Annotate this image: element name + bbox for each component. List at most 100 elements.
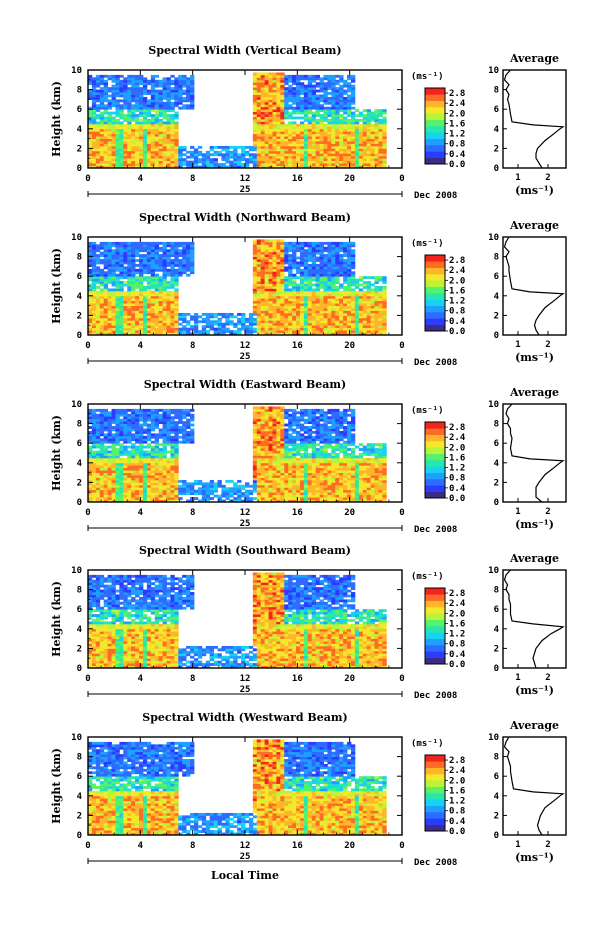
heatmap-cell	[115, 84, 120, 88]
heatmap-cell	[107, 281, 112, 284]
heatmap-cell	[343, 79, 348, 83]
heatmap-cell	[292, 325, 297, 329]
heatmap-cell	[347, 74, 352, 78]
heatmap-cell	[339, 143, 344, 147]
heatmap-cell	[139, 244, 144, 248]
heatmap-cell	[268, 116, 273, 120]
heatmap-cell	[260, 251, 266, 255]
heatmap-cell	[315, 303, 320, 306]
heatmap-cell	[182, 332, 187, 336]
heatmap-cell	[127, 479, 132, 483]
heatmap-cell	[299, 126, 305, 130]
heatmap-cell	[280, 153, 285, 157]
heatmap-cell	[347, 305, 352, 309]
heatmap-cell	[272, 283, 277, 287]
y-tick-label: 8	[77, 86, 82, 96]
heatmap-cell	[284, 155, 289, 159]
heatmap-cell	[115, 418, 120, 422]
heatmap-cell	[158, 114, 163, 117]
heatmap-cell	[107, 430, 112, 434]
heatmap-cell	[327, 111, 332, 115]
heatmap-cell	[162, 317, 167, 321]
heatmap-cell	[299, 320, 305, 324]
heatmap-cell	[276, 128, 281, 132]
heatmap-cell	[213, 160, 218, 164]
heatmap-cell	[311, 123, 317, 127]
heatmap-cell	[307, 303, 313, 306]
heatmap-cell	[347, 94, 352, 98]
heatmap-cell	[135, 106, 140, 110]
heatmap-cell	[252, 254, 258, 257]
heatmap-cell	[123, 300, 128, 304]
heatmap-cell	[123, 165, 128, 169]
heatmap-cell	[280, 141, 285, 144]
heatmap-cell	[260, 143, 266, 147]
heatmap-cell	[162, 244, 167, 248]
heatmap-cell	[264, 268, 269, 272]
heatmap-cell	[197, 332, 203, 336]
heatmap-cell	[319, 126, 324, 130]
heatmap-cell	[299, 74, 305, 78]
heatmap-cell	[362, 305, 368, 309]
heatmap-cell	[307, 128, 313, 132]
heatmap-cell	[95, 153, 101, 157]
heatmap-cell	[150, 92, 156, 95]
heatmap-cell	[107, 123, 112, 127]
heatmap-cell	[166, 281, 171, 284]
heatmap-cell	[154, 136, 160, 139]
heatmap-cell	[99, 477, 105, 481]
heatmap-cell	[99, 308, 105, 311]
heatmap-cell	[115, 246, 120, 250]
heatmap-cell	[315, 286, 320, 289]
heatmap-cell	[174, 121, 179, 125]
heatmap-cell	[166, 92, 171, 95]
heatmap-cell	[115, 158, 120, 162]
heatmap-cell	[107, 435, 112, 439]
heatmap-cell	[362, 320, 368, 324]
heatmap-cell	[347, 256, 352, 260]
heatmap-cell	[91, 325, 97, 329]
heatmap-cell	[327, 271, 332, 275]
heatmap-cell	[319, 84, 324, 88]
heatmap-cell	[103, 256, 109, 260]
heatmap-cell	[256, 268, 262, 272]
heatmap-cell	[311, 244, 317, 248]
heatmap-cell	[252, 141, 258, 144]
heatmap-cell	[315, 74, 320, 78]
heatmap-cell	[88, 327, 93, 331]
heatmap-cell	[276, 111, 281, 115]
heatmap-cell	[95, 94, 101, 98]
heatmap-cell	[331, 305, 336, 309]
heatmap-cell	[88, 259, 93, 262]
heatmap-cell	[339, 263, 344, 267]
heatmap-cell	[296, 261, 301, 265]
heatmap-cell	[142, 136, 148, 139]
heatmap-cell	[127, 246, 132, 250]
heatmap-cell	[170, 150, 175, 154]
heatmap-cell	[272, 239, 277, 243]
heatmap-cell	[323, 119, 328, 122]
heatmap-cell	[162, 251, 167, 255]
heatmap-cell	[139, 263, 144, 267]
heatmap-cell	[170, 325, 175, 329]
heatmap-cell	[174, 327, 179, 331]
heatmap-cell	[131, 315, 136, 319]
heatmap-cell	[91, 300, 97, 304]
heatmap-cell	[107, 315, 112, 319]
heatmap-cell	[382, 310, 387, 314]
heatmap-cell	[272, 143, 277, 147]
heatmap-cell	[319, 163, 324, 166]
heatmap-cell	[150, 96, 156, 100]
heatmap-cell	[162, 266, 167, 270]
heatmap-cell	[303, 106, 309, 110]
heatmap-cell	[119, 497, 124, 500]
heatmap-cell	[131, 477, 136, 481]
heatmap-cell	[139, 435, 144, 439]
heatmap-cell	[315, 293, 320, 297]
heatmap-cell	[115, 440, 120, 444]
heatmap-cell	[146, 310, 152, 314]
heatmap-cell	[115, 77, 120, 81]
heatmap-cell	[382, 300, 387, 304]
heatmap-cell	[154, 273, 160, 277]
heatmap-cell	[370, 325, 375, 329]
